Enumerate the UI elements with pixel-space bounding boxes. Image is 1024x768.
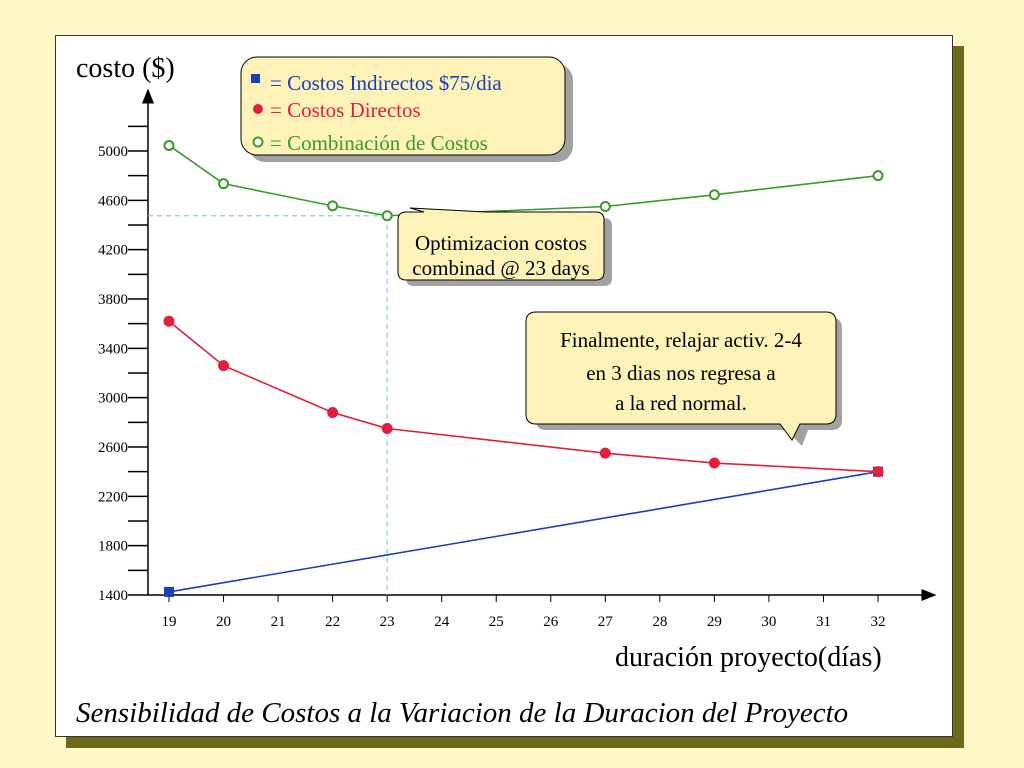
- y-tick-label: 4600: [98, 193, 128, 209]
- data-point-direct: [163, 315, 175, 327]
- x-tick-label: 20: [216, 614, 231, 630]
- y-tick-label: 2200: [98, 489, 128, 505]
- data-point-combined: [163, 139, 175, 151]
- data-point-direct: [327, 406, 339, 418]
- data-point-direct: [599, 447, 611, 459]
- x-tick-label: 28: [652, 614, 667, 630]
- legend: = Costos Indirectos $75/dia = Costos Dir…: [240, 56, 573, 162]
- x-axis-label: duración proyecto(días): [615, 642, 882, 673]
- data-point-combined: [872, 170, 884, 182]
- x-tick-label: 27: [598, 614, 614, 630]
- x-tick-label: 32: [871, 614, 886, 630]
- series-line-0: [168, 470, 879, 593]
- y-tick-label: 3800: [98, 292, 128, 308]
- x-tick-group: 19 20 21 22 23 24 25 26 27 28 29 30 31 32: [162, 595, 886, 630]
- y-tick-label: 4200: [98, 243, 128, 259]
- callout-optimum-line-2: combinad @ 23 days: [412, 256, 589, 280]
- callout-relax-line-2: en 3 dias nos regresa a: [586, 361, 776, 385]
- data-point-direct: [708, 457, 720, 469]
- data-point-combined: [327, 200, 339, 212]
- data-point-combined: [599, 201, 611, 212]
- data-point-direct: [872, 466, 884, 478]
- x-tick-label: 25: [489, 614, 504, 630]
- y-tick-label: 2600: [98, 440, 128, 456]
- callout-relax-line-3: a la red normal.: [615, 391, 747, 415]
- callout-optimum: Optimizacion costos combinad @ 23 days: [397, 207, 612, 286]
- x-tick-label: 23: [380, 614, 395, 630]
- reference-lines: [148, 215, 388, 595]
- y-tick-label: 1400: [98, 588, 128, 604]
- x-tick-label: 22: [325, 614, 340, 630]
- series-group: [163, 139, 884, 597]
- data-point-combined: [381, 210, 393, 222]
- callout-optimum-line-1: Optimizacion costos: [415, 231, 587, 255]
- callout-relax: Finalmente, relajar activ. 2-4 en 3 dias…: [525, 311, 842, 446]
- x-tick-label: 26: [543, 614, 559, 630]
- y-tick-label: 5000: [98, 144, 128, 160]
- data-point-combined: [708, 189, 720, 201]
- data-point-indirect: [164, 586, 174, 597]
- y-tick-label: 3400: [98, 341, 128, 357]
- legend-dot-icon: [253, 104, 263, 114]
- y-tick-label: 3000: [98, 391, 128, 407]
- x-tick-label: 31: [816, 614, 831, 630]
- x-tick-label: 21: [271, 614, 286, 630]
- y-tick-group: 1400 1800 2200 2600 3000 3400 3800 4200 4600 5000: [98, 125, 148, 604]
- y-axis-label: costo ($): [76, 53, 175, 84]
- chart-title: Sensibilidad de Costos a la Variacion de…: [76, 697, 848, 729]
- legend-item-indirect: = Costos Indirectos $75/dia: [270, 71, 502, 95]
- x-tick-label: 30: [761, 614, 776, 630]
- x-tick-label: 29: [707, 614, 722, 630]
- x-tick-label: 19: [162, 614, 177, 630]
- x-tick-label: 24: [434, 614, 450, 630]
- legend-item-direct: = Costos Directos: [270, 98, 421, 122]
- callout-relax-line-1: Finalmente, relajar activ. 2-4: [560, 328, 802, 352]
- data-point-direct: [381, 423, 393, 434]
- data-point-combined: [218, 178, 230, 190]
- y-tick-label: 1800: [98, 539, 128, 555]
- data-point-direct: [218, 360, 230, 372]
- legend-square-icon: [251, 74, 260, 83]
- legend-ring-icon: [252, 136, 264, 148]
- legend-item-combined: = Combinación de Costos: [270, 131, 488, 155]
